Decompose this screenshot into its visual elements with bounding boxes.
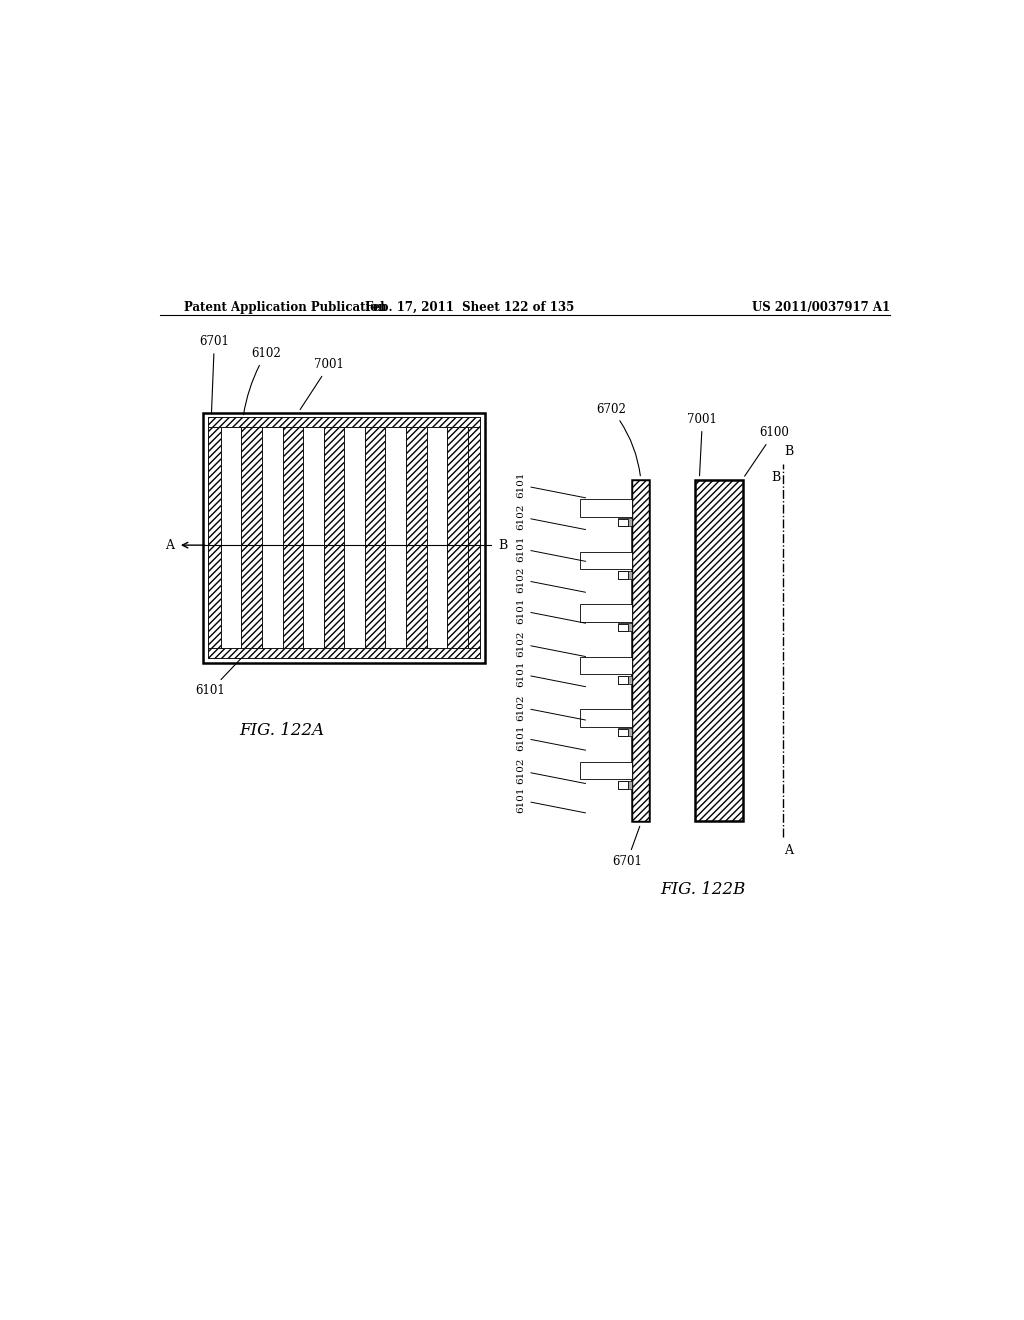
Text: 6102: 6102 — [244, 347, 281, 414]
Bar — [617, 572, 628, 579]
Text: B: B — [784, 445, 794, 458]
Bar — [208, 417, 480, 426]
Bar — [208, 426, 221, 648]
Bar — [581, 657, 632, 675]
Text: Patent Application Publication: Patent Application Publication — [183, 301, 386, 314]
Bar — [581, 499, 632, 517]
Bar — [447, 426, 468, 648]
Bar — [303, 426, 324, 648]
Text: 6101: 6101 — [516, 661, 586, 688]
Bar — [617, 623, 632, 631]
Bar — [581, 605, 632, 622]
Text: FIG. 122A: FIG. 122A — [240, 722, 325, 739]
Bar — [632, 480, 649, 821]
Bar — [617, 570, 632, 579]
Bar — [617, 624, 628, 631]
Bar — [385, 426, 406, 648]
Text: 6102: 6102 — [516, 631, 586, 657]
Text: Feb. 17, 2011  Sheet 122 of 135: Feb. 17, 2011 Sheet 122 of 135 — [365, 301, 573, 314]
Text: B: B — [771, 471, 780, 484]
Bar — [581, 552, 632, 569]
Bar — [617, 781, 632, 789]
Text: 6702: 6702 — [596, 403, 640, 475]
Bar — [617, 519, 632, 527]
Bar — [617, 676, 632, 684]
Text: FIG. 122B: FIG. 122B — [660, 880, 746, 898]
Text: 6101: 6101 — [516, 536, 586, 562]
Bar — [617, 729, 628, 737]
Bar — [695, 480, 743, 821]
Bar — [427, 426, 447, 648]
Text: B: B — [498, 539, 507, 552]
Text: 6102: 6102 — [516, 566, 586, 593]
Text: A: A — [166, 539, 174, 552]
Text: 6102: 6102 — [516, 504, 586, 531]
Text: 6701: 6701 — [612, 826, 642, 869]
Text: 6701: 6701 — [200, 335, 229, 414]
Bar — [468, 426, 480, 648]
Bar — [406, 426, 427, 648]
Bar — [324, 426, 344, 648]
Bar — [204, 413, 485, 663]
Text: 6101: 6101 — [516, 471, 586, 499]
Bar — [617, 676, 628, 684]
Text: 6101: 6101 — [196, 659, 242, 697]
Bar — [242, 426, 262, 648]
Text: A: A — [784, 843, 794, 857]
Bar — [208, 648, 480, 657]
Text: 6101: 6101 — [516, 787, 586, 813]
Text: 6100: 6100 — [744, 426, 788, 477]
Text: 6101: 6101 — [516, 597, 586, 624]
Text: US 2011/0037917 A1: US 2011/0037917 A1 — [752, 301, 890, 314]
Bar — [617, 519, 628, 527]
Text: 6102: 6102 — [516, 694, 586, 721]
Bar — [365, 426, 385, 648]
Bar — [617, 781, 628, 789]
Bar — [344, 426, 365, 648]
Bar — [633, 480, 648, 821]
Bar — [262, 426, 283, 648]
Bar — [581, 709, 632, 727]
Text: 7001: 7001 — [300, 358, 344, 409]
Bar — [283, 426, 303, 648]
Bar — [208, 417, 480, 657]
Text: 6102: 6102 — [516, 758, 586, 784]
Bar — [617, 729, 632, 737]
Bar — [581, 762, 632, 779]
Text: 6101: 6101 — [516, 725, 586, 751]
Bar — [221, 426, 242, 648]
Text: 7001: 7001 — [687, 413, 718, 475]
